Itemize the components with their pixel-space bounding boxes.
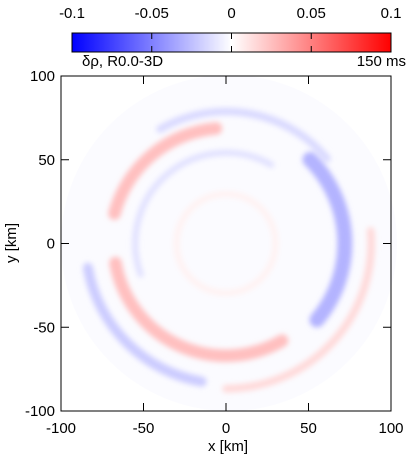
x-tick-label: -100 [46,420,76,437]
negative-perturbation-arc [132,149,275,278]
perturbation-ring [173,191,279,296]
x-axis-ticks [60,76,392,411]
positive-perturbation-arc [109,256,289,362]
colorbar-tick-label: -0.05 [135,5,169,22]
y-tick-label: -50 [33,319,55,336]
y-axis-tick-labels: -100 -50 0 50 100 [25,68,55,420]
colorbar-tick-label: 0.05 [297,5,326,22]
x-tick-label: 100 [378,420,403,437]
density-perturbation-disc [61,75,397,411]
y-tick-label: -100 [25,403,55,420]
y-axis-label: y [km] [3,223,20,263]
negative-perturbation-arc [156,107,331,163]
time-label: 150 ms [357,53,406,70]
colorbar-tick-label: 0 [227,5,235,22]
panel-label: δρ, R0.0-3D [82,53,163,70]
y-tick-label: 100 [30,68,55,85]
positive-perturbation-arc [222,227,375,393]
x-axis-label: x [km] [208,438,248,455]
x-axis-tick-labels: -100 -50 0 50 100 [46,420,404,437]
colorbar-tick-label: -0.1 [59,5,85,22]
positive-perturbation-arc [108,122,223,220]
plot-area: -100 -50 0 50 100 -100 -50 0 50 100 [25,68,404,437]
colorbar-ticks [71,33,392,52]
colorbar: -0.1 -0.05 0 0.05 0.1 [59,5,401,53]
x-tick-label: -50 [133,420,155,437]
y-axis-ticks [61,75,391,412]
y-tick-label: 0 [47,236,55,253]
perturbation-features [82,107,375,393]
y-tick-label: 50 [38,152,55,169]
x-tick-label: 0 [222,420,230,437]
negative-perturbation-arc [82,262,207,387]
colorbar-tick-label: 0.1 [381,5,402,22]
colorbar-tick-labels: -0.1 -0.05 0 0.05 0.1 [59,5,401,22]
x-tick-label: 50 [300,420,317,437]
negative-perturbation-arc [302,151,353,328]
